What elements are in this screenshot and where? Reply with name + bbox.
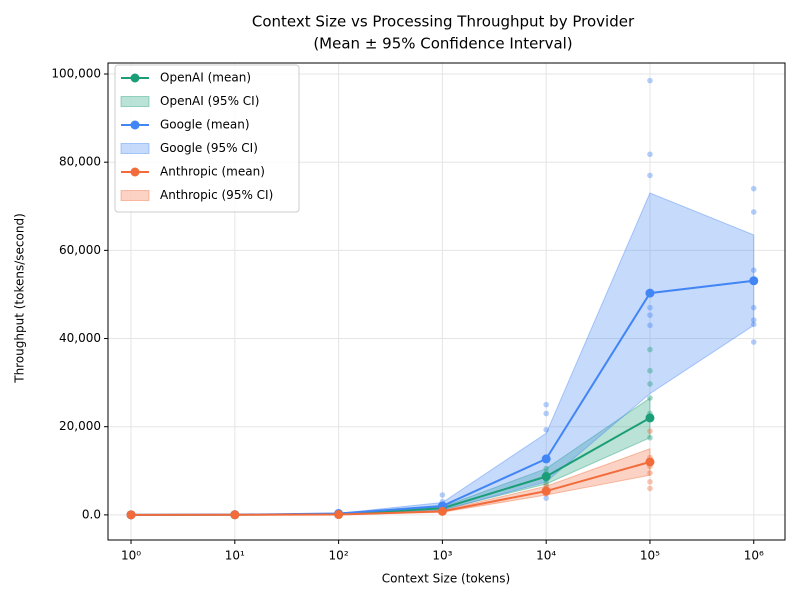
legend-swatch bbox=[120, 143, 150, 154]
sample-point bbox=[439, 492, 446, 498]
y-tick-label: 0.0 bbox=[82, 507, 101, 521]
sample-point bbox=[647, 395, 653, 401]
x-tick-label: 10¹ bbox=[225, 549, 245, 563]
y-axis-label: Throughput (tokens/second) bbox=[13, 213, 27, 384]
mean-line bbox=[131, 461, 651, 516]
legend-marker bbox=[130, 73, 140, 83]
sample-point bbox=[647, 151, 653, 158]
sample-point bbox=[543, 426, 549, 433]
mean-point bbox=[541, 454, 551, 464]
sample-point bbox=[647, 367, 653, 374]
sample-point bbox=[543, 495, 549, 501]
x-tick-label: 10⁵ bbox=[640, 549, 660, 563]
legend-label: Google (95% CI) bbox=[160, 141, 258, 155]
legend-marker bbox=[130, 167, 140, 177]
sample-point bbox=[543, 481, 549, 487]
legend-swatch bbox=[120, 190, 150, 201]
chart-title: Context Size vs Processing Throughput by… bbox=[252, 13, 635, 31]
mean-point bbox=[334, 510, 344, 520]
sample-point bbox=[543, 410, 549, 417]
sample-point bbox=[647, 479, 653, 485]
sample-point bbox=[750, 339, 757, 345]
sample-point bbox=[647, 428, 653, 434]
sample-point bbox=[750, 185, 757, 192]
x-tick-label: 10⁴ bbox=[536, 549, 556, 563]
legend-swatch bbox=[120, 96, 150, 107]
plot-frame bbox=[107, 62, 786, 541]
legend: OpenAI (mean) OpenAI (95% CI) Google (mean… bbox=[114, 64, 300, 213]
mean-point bbox=[126, 510, 136, 520]
y-tick-label: 100,000 bbox=[51, 67, 101, 81]
sample-point bbox=[647, 346, 653, 353]
x-tick-label: 10³ bbox=[432, 549, 452, 563]
legend-marker bbox=[130, 120, 140, 130]
sample-point bbox=[750, 321, 757, 328]
x-tick-label: 10² bbox=[329, 549, 349, 563]
sample-point bbox=[647, 312, 653, 318]
x-axis-label: Context Size (tokens) bbox=[382, 572, 510, 586]
y-tick-label: 40,000 bbox=[59, 331, 101, 345]
mean-point bbox=[230, 510, 240, 520]
legend-box bbox=[114, 64, 300, 213]
sample-point bbox=[647, 77, 653, 84]
y-tick-label: 20,000 bbox=[59, 419, 101, 433]
y-tick-label: 60,000 bbox=[59, 243, 101, 257]
mean-point bbox=[645, 457, 655, 467]
legend-label: OpenAI (95% CI) bbox=[160, 94, 259, 108]
sample-point bbox=[750, 317, 757, 323]
mean-point bbox=[541, 486, 551, 496]
legend-label: Anthropic (mean) bbox=[160, 165, 265, 179]
legend-label: Anthropic (95% CI) bbox=[160, 188, 273, 202]
x-tick-label: 10⁰ bbox=[121, 549, 141, 563]
sample-point bbox=[647, 434, 653, 441]
mean-point bbox=[437, 506, 447, 516]
sample-point bbox=[647, 172, 653, 179]
sample-point bbox=[543, 465, 549, 472]
sample-point bbox=[543, 401, 549, 408]
mean-point bbox=[645, 288, 655, 298]
sample-point bbox=[750, 209, 757, 215]
x-tick-label: 10⁶ bbox=[744, 549, 764, 563]
sample-point bbox=[647, 470, 653, 476]
sample-point bbox=[647, 485, 653, 492]
mean-point bbox=[541, 472, 551, 482]
sample-point bbox=[750, 304, 757, 311]
legend-label: OpenAI (mean) bbox=[160, 71, 251, 85]
y-tick-label: 80,000 bbox=[59, 155, 101, 169]
sample-point bbox=[647, 304, 653, 311]
legend-label: Google (mean) bbox=[160, 118, 250, 132]
chart-subtitle: (Mean ± 95% Confidence Interval) bbox=[313, 35, 572, 53]
sample-point bbox=[647, 381, 653, 387]
mean-point bbox=[749, 276, 759, 286]
mean-point bbox=[645, 413, 655, 423]
sample-point bbox=[750, 267, 757, 273]
sample-point bbox=[647, 322, 653, 329]
